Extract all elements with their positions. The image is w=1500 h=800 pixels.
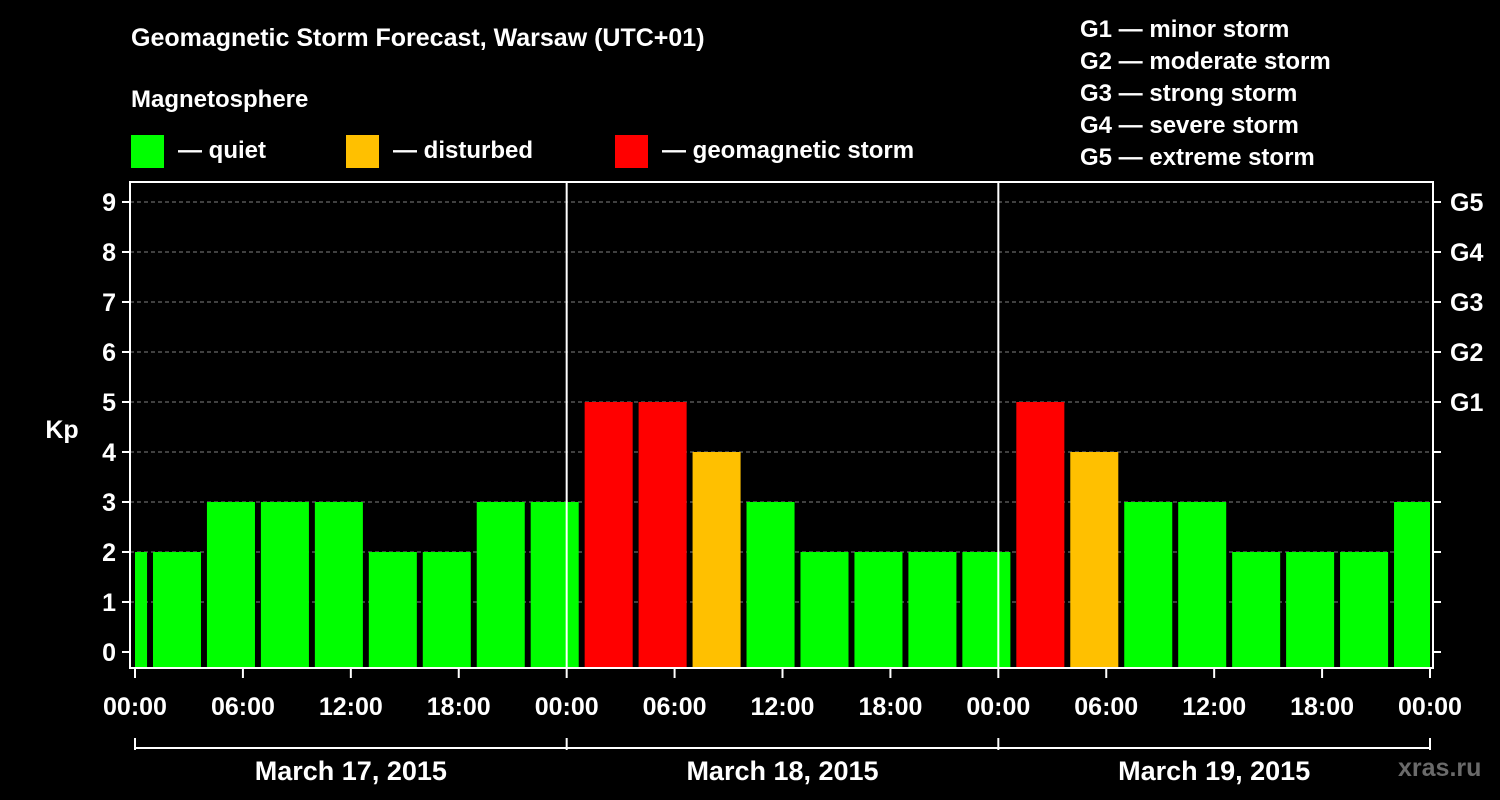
- bar-9: [584, 402, 633, 668]
- day-label-0: March 17, 2015: [255, 756, 447, 786]
- y-tick-label: 7: [102, 289, 116, 317]
- legend-label-disturbed: — disturbed: [393, 137, 534, 164]
- bar-6: [422, 552, 471, 668]
- x-tick-label: 12:00: [319, 693, 383, 721]
- right-axis-label-g1: G1: [1450, 389, 1483, 417]
- bar-5: [368, 552, 417, 668]
- bar-4: [314, 502, 363, 668]
- bar-2: [206, 502, 255, 668]
- x-tick-label: 18:00: [1290, 693, 1354, 721]
- watermark: xras.ru: [1398, 754, 1482, 782]
- bar-8: [530, 502, 579, 668]
- y-tick-label: 5: [102, 389, 116, 417]
- bar-24: [1394, 502, 1430, 668]
- bar-10: [638, 402, 687, 668]
- x-tick-label: 06:00: [643, 693, 707, 721]
- legend-swatch-storm: [615, 134, 648, 168]
- y-tick-label: 9: [102, 189, 116, 217]
- right-axis-label-g5: G5: [1450, 189, 1483, 217]
- storm-scale-g5: G5 — extreme storm: [1080, 144, 1315, 171]
- x-tick-label: 06:00: [211, 693, 275, 721]
- storm-scale-g3: G3 — strong storm: [1080, 80, 1298, 107]
- storm-scale-g1: G1 — minor storm: [1080, 16, 1290, 43]
- legend-swatch-disturbed: [346, 134, 379, 168]
- x-tick-label: 18:00: [427, 693, 491, 721]
- bar-1: [152, 552, 202, 668]
- bar-7: [476, 502, 525, 668]
- x-tick-label: 00:00: [103, 693, 167, 721]
- x-tick-label: 12:00: [1182, 693, 1246, 721]
- bar-13: [800, 552, 849, 668]
- right-axis-label-g4: G4: [1450, 239, 1483, 267]
- legend-swatch-quiet: [131, 134, 164, 168]
- legend-quiet: — quiet: [131, 134, 266, 168]
- y-tick-label: 2: [102, 539, 116, 567]
- bar-16: [962, 552, 1011, 668]
- day-label-2: March 19, 2015: [1118, 756, 1310, 786]
- bar-20: [1178, 502, 1227, 668]
- x-tick-label: 12:00: [751, 693, 815, 721]
- y-tick-label: 4: [102, 439, 116, 467]
- bar-0: [135, 552, 148, 668]
- bar-15: [908, 552, 957, 668]
- x-tick-label: 18:00: [858, 693, 922, 721]
- storm-scale-list: G1 — minor storm G2 — moderate storm G3 …: [1080, 14, 1331, 174]
- bar-21: [1232, 552, 1281, 668]
- y-axis-label: Kp: [45, 416, 78, 444]
- bar-11: [692, 452, 741, 668]
- legend-disturbed: — disturbed: [346, 134, 533, 168]
- bar-3: [260, 502, 309, 668]
- bar-23: [1340, 552, 1389, 668]
- right-axis-label-g2: G2: [1450, 339, 1483, 367]
- bar-19: [1124, 502, 1173, 668]
- bar-17: [1016, 402, 1065, 668]
- x-tick-label: 00:00: [966, 693, 1030, 721]
- legend-label-quiet: — quiet: [178, 137, 266, 164]
- y-tick-label: 0: [102, 639, 116, 667]
- y-tick-label: 6: [102, 339, 116, 367]
- x-tick-label: 06:00: [1074, 693, 1138, 721]
- legend-label-storm: — geomagnetic storm: [662, 137, 915, 164]
- bar-18: [1070, 452, 1119, 668]
- y-tick-label: 3: [102, 489, 116, 517]
- bar-14: [854, 552, 903, 668]
- x-tick-label: 00:00: [535, 693, 599, 721]
- bar-22: [1286, 552, 1335, 668]
- x-tick-label: 00:00: [1398, 693, 1462, 721]
- bar-12: [746, 502, 795, 668]
- y-tick-label: 8: [102, 239, 116, 267]
- chart-title: Geomagnetic Storm Forecast, Warsaw (UTC+…: [131, 24, 705, 52]
- storm-scale-g2: G2 — moderate storm: [1080, 48, 1331, 75]
- y-tick-label: 1: [102, 589, 116, 617]
- storm-scale-g4: G4 — severe storm: [1080, 112, 1299, 139]
- legend-storm: — geomagnetic storm: [615, 134, 914, 168]
- right-axis-label-g3: G3: [1450, 289, 1483, 317]
- day-label-1: March 18, 2015: [686, 756, 878, 786]
- magnetosphere-label: Magnetosphere: [131, 86, 309, 113]
